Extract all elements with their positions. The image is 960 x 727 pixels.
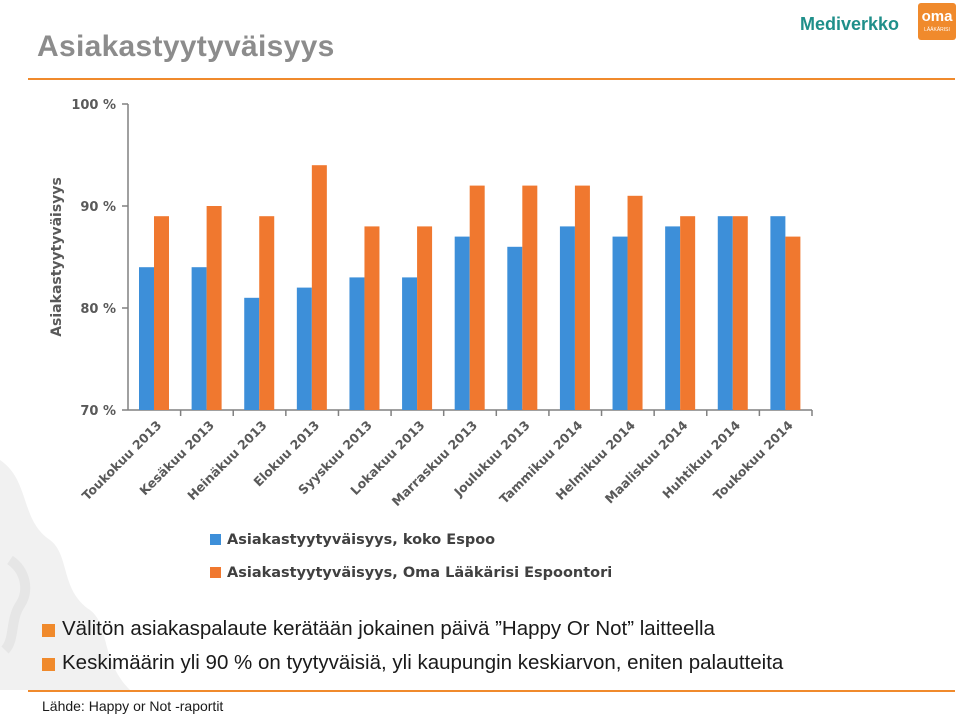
mediverkko-logo: Mediverkko — [800, 14, 900, 34]
bar-koko-espoo — [244, 297, 260, 410]
y-tick-label: 90 % — [80, 200, 116, 215]
bar-espoontori — [154, 216, 169, 410]
bar-espoontori — [364, 226, 380, 410]
bullet-list: Välitön asiakaspalaute kerätään jokainen… — [40, 615, 783, 683]
bar-koko-espoo — [717, 216, 733, 410]
bar-koko-espoo — [665, 226, 681, 410]
bar-espoontori — [206, 206, 222, 410]
legend-swatch — [210, 534, 221, 545]
bar-koko-espoo — [507, 246, 523, 410]
top-divider — [28, 78, 955, 80]
bar-koko-espoo — [402, 277, 418, 410]
bar-espoontori — [785, 236, 801, 410]
y-tick-label: 100 % — [71, 98, 116, 113]
bar-espoontori — [732, 216, 748, 410]
bar-espoontori — [417, 226, 433, 410]
legend-swatch — [210, 567, 221, 578]
bar-koko-espoo — [349, 277, 365, 410]
bullet-square-icon — [42, 658, 55, 671]
y-axis-label: Asiakastyytyväisyys — [49, 177, 65, 337]
bar-espoontori — [311, 165, 327, 410]
source-note: Lähde: Happy or Not -raportit — [42, 698, 224, 714]
bar-koko-espoo — [454, 236, 470, 410]
bar-koko-espoo — [559, 226, 575, 410]
bar-koko-espoo — [191, 267, 207, 410]
background-decoration — [0, 460, 130, 690]
bar-koko-espoo — [296, 287, 312, 410]
bar-koko-espoo — [139, 267, 154, 410]
bullet-square-icon — [42, 624, 55, 637]
y-tick-label: 70 % — [80, 404, 116, 419]
bar-koko-espoo — [612, 236, 628, 410]
legend-label: Asiakastyytyväisyys, koko Espoo — [227, 532, 495, 548]
satisfaction-bar-chart: 70 %80 %90 %100 %AsiakastyytyväisyysTouk… — [49, 98, 813, 581]
bar-espoontori — [680, 216, 696, 410]
bottom-divider — [28, 690, 955, 692]
bar-espoontori — [522, 185, 538, 410]
page-title: Asiakastyytyväisyys — [37, 30, 335, 63]
legend-label: Asiakastyytyväisyys, Oma Lääkärisi Espoo… — [227, 565, 612, 581]
bar-espoontori — [259, 216, 275, 410]
bullet-item: Keskimäärin yli 90 % on tyytyväisiä, yli… — [40, 649, 783, 683]
oma-laakarisi-logo: oma LÄÄKÄRISI — [918, 3, 956, 40]
bullet-item: Välitön asiakaspalaute kerätään jokainen… — [40, 615, 783, 649]
bar-koko-espoo — [770, 216, 786, 410]
bar-espoontori — [574, 185, 590, 410]
bar-espoontori — [627, 195, 643, 410]
y-tick-label: 80 % — [80, 302, 116, 317]
bar-espoontori — [469, 185, 485, 410]
